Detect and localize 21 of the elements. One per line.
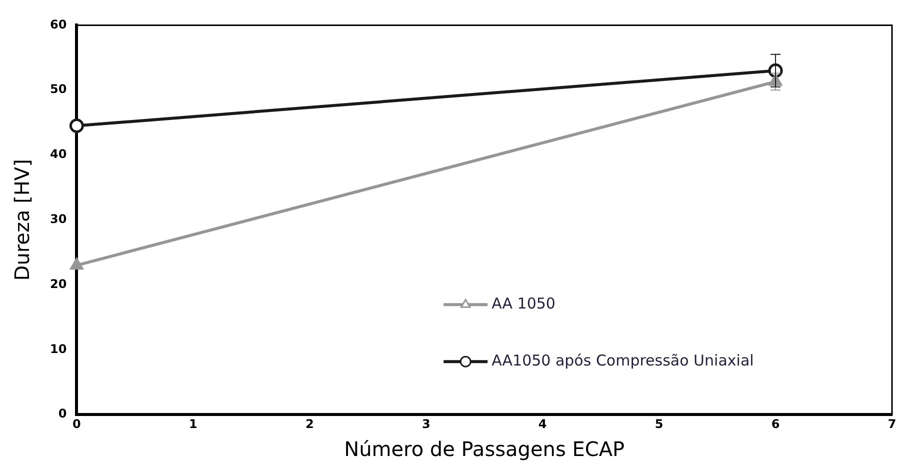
y-axis-title: Dureza [HV]: [10, 159, 34, 281]
x-axis-title: Número de Passagens ECAP: [344, 437, 625, 462]
point: [70, 258, 84, 270]
x-tick-label: 5: [654, 416, 664, 431]
legend-label: AA1050 após Compressão Uniaxial: [492, 351, 754, 370]
x-tick-label: 3: [422, 416, 430, 431]
x-tick-label: 6: [771, 416, 780, 431]
x-tick-label: 2: [305, 416, 314, 431]
legend-label: AA 1050: [492, 294, 556, 312]
y-tick-label: 60: [50, 17, 67, 32]
y-tick-label: 50: [50, 82, 67, 96]
x-tick-label: 7: [888, 416, 896, 431]
point: [69, 118, 84, 134]
y-tick-label: 40: [50, 147, 67, 162]
x-tick-label: 0: [72, 416, 81, 431]
y-tick-label: 0: [58, 406, 67, 421]
y-tick-label: 10: [50, 342, 67, 356]
x-tick-label: 1: [188, 416, 198, 431]
x-tick-label: 4: [538, 416, 547, 431]
y-tick-label: 20: [50, 276, 67, 291]
y-tick-label: 30: [50, 212, 67, 226]
